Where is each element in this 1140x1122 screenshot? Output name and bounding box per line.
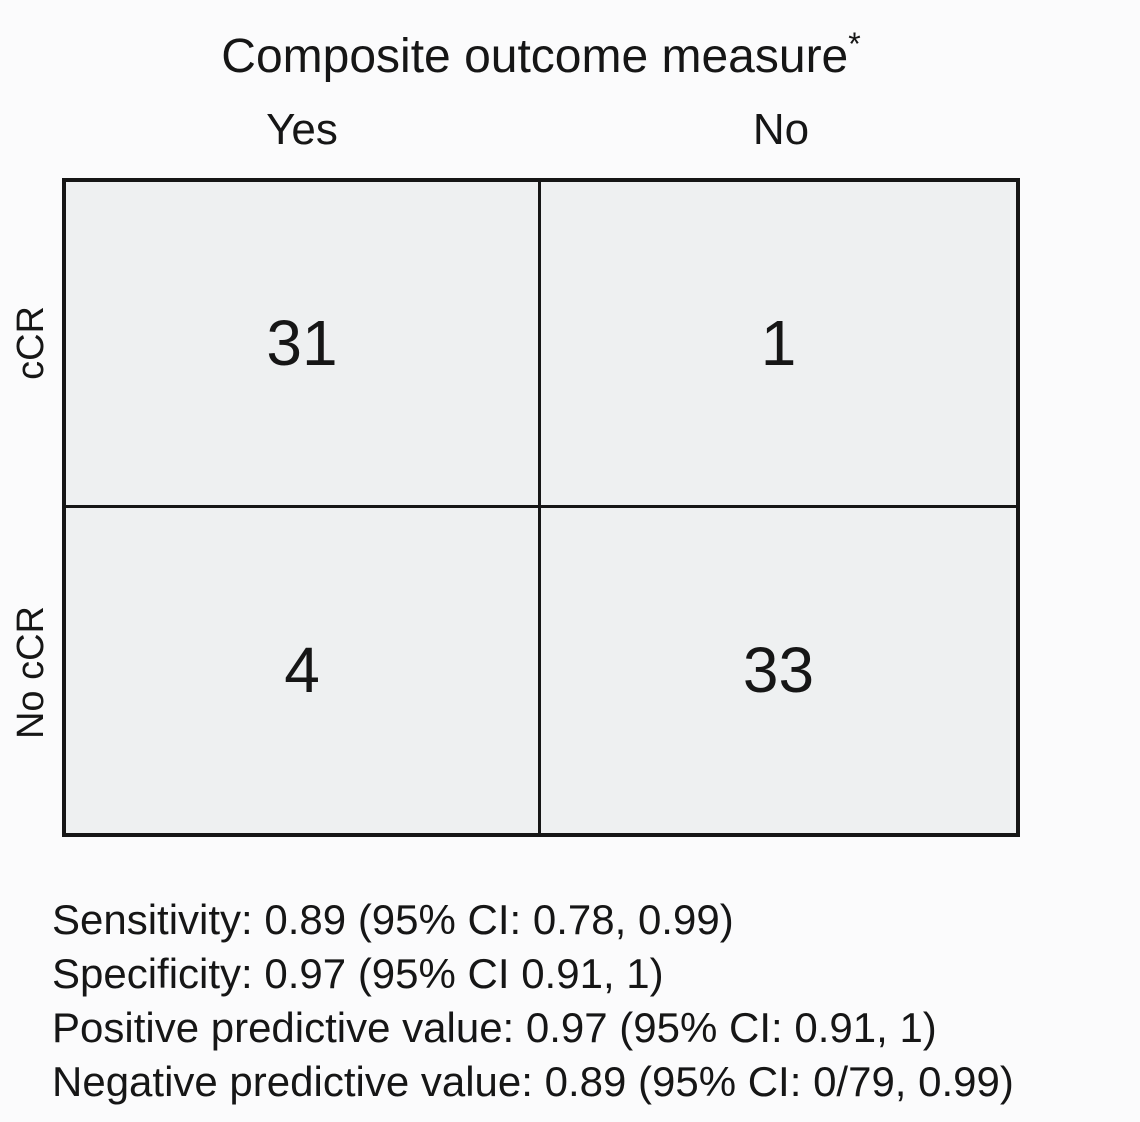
row-header-no-ccr: No cCR [2,508,60,837]
cell-no-ccr-yes: 4 [66,507,541,833]
figure-title-text: Composite outcome measure [221,30,849,83]
cell-ccr-no: 1 [541,182,1016,508]
cell-no-ccr-no: 33 [541,507,1016,833]
column-header-yes: Yes [266,105,338,154]
cell-ccr-yes: 31 [66,182,541,508]
sensitivity-line: Sensitivity: 0.89 (95% CI: 0.78, 0.99) [52,896,734,943]
statistics-block: Sensitivity: 0.89 (95% CI: 0.78, 0.99) S… [52,893,1122,1109]
figure-title: Composite outcome measure* [62,28,1020,84]
specificity-line: Specificity: 0.97 (95% CI 0.91, 1) [52,950,664,997]
contingency-table: 31 1 4 33 [62,178,1020,837]
negative-predictive-value-line: Negative predictive value: 0.89 (95% CI:… [52,1058,1014,1105]
column-header-no: No [752,105,810,154]
row-header-no-ccr-label: No cCR [9,605,52,740]
row-header-ccr-label: cCR [9,306,52,380]
positive-predictive-value-line: Positive predictive value: 0.97 (95% CI:… [52,1004,937,1051]
title-asterisk-superscript: * [848,26,861,62]
row-header-ccr: cCR [2,178,60,508]
